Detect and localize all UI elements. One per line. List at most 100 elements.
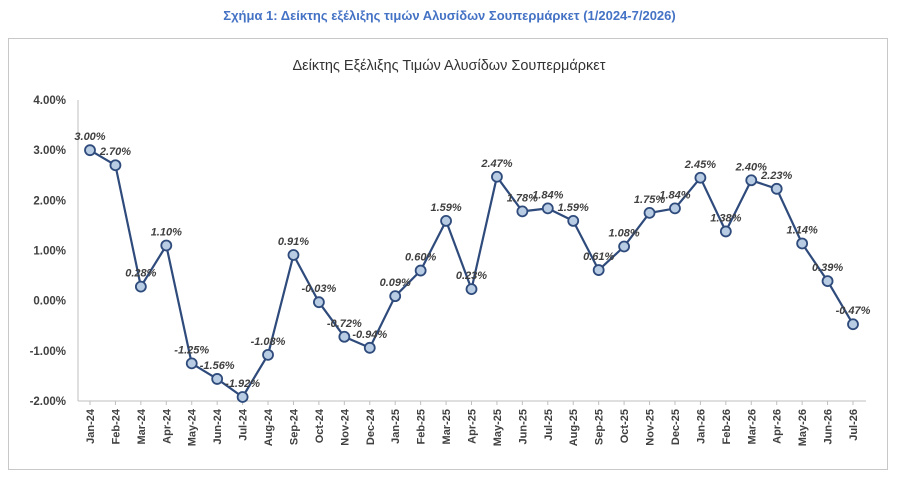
data-point [465,283,478,296]
data-label: -1.25% [174,344,209,356]
data-point [338,330,351,343]
data-label: 1.14% [787,224,818,236]
x-tick-label: Aug-24 [263,408,275,446]
x-tick-label: Jun-25 [517,409,529,444]
data-label: 1.08% [608,227,639,239]
x-tick-label: Apr-25 [467,409,479,444]
data-markers [84,144,859,403]
data-point [236,391,249,403]
data-label: -1.08% [251,336,286,348]
data-label: 0.60% [405,252,436,264]
x-tick-label: Jul-25 [543,409,555,441]
data-label: -0.47% [836,305,871,317]
x-tick-label: Oct-24 [314,408,326,443]
data-point [516,205,529,218]
data-point [491,170,503,183]
x-tick-label: Jun-24 [212,408,224,444]
y-tick-label: 3.00% [33,145,66,157]
data-point [389,290,402,303]
x-tick-label: Jun-26 [823,409,835,444]
data-point [719,225,732,238]
chart-frame [8,38,888,470]
data-point [414,264,427,277]
y-tick-label: -2.00% [30,396,66,408]
data-label: -1.56% [200,360,235,372]
data-point [134,280,147,293]
data-label: 2.23% [760,170,792,182]
data-point [262,348,274,361]
data-label: 0.91% [278,236,309,248]
x-tick-label: Feb-26 [721,409,733,444]
x-tick-label: Jan-26 [695,409,707,444]
y-tick-label: 4.00% [33,95,66,107]
x-tick-label: Jan-25 [390,409,402,444]
data-label: 2.47% [480,158,512,170]
data-label: 2.40% [735,161,767,173]
x-tick-label: Feb-25 [416,409,428,444]
data-point [541,202,554,215]
data-labels: 3.00% 2.70% 0.28% 1.10% -1.25% -1.56% -1.92% -1… [74,131,870,390]
x-tick-label: Nov-25 [645,409,657,446]
data-point [669,202,681,215]
x-tick-label: May-24 [187,408,199,446]
x-tick-label: Dec-25 [670,409,682,445]
data-point [363,341,376,354]
data-point [185,357,198,370]
data-point [211,373,224,385]
data-label: 0.23% [456,270,487,282]
data-label: 2.70% [99,146,131,158]
x-tick-label: Dec-24 [365,408,377,445]
data-label: 0.39% [812,262,843,274]
data-point [618,240,630,253]
data-point [745,174,758,187]
y-tick-label: 0.00% [33,296,66,308]
x-tick-label: Jul-26 [848,409,860,441]
x-tick-label: Apr-26 [772,409,784,444]
data-label: 0.09% [380,277,411,289]
figure-caption: Σχήμα 1: Δείκτης εξέλιξης τιμών Αλυσίδων… [223,8,676,23]
x-tick-label: Nov-24 [339,408,351,446]
x-tick-label: Apr-24 [161,408,173,444]
data-point [287,249,300,261]
data-label: 1.10% [151,226,182,238]
x-tick-label: May-26 [797,409,809,446]
data-point [84,144,96,157]
y-tick-label: -1.00% [30,346,66,358]
data-label: 1.84% [659,189,690,201]
data-label: -1.92% [225,378,260,390]
data-point [847,318,859,331]
x-tick-label: Mar-24 [136,408,148,444]
x-tick-label: Mar-26 [746,409,758,444]
data-point [796,237,809,250]
x-tick-labels: Jan-24 Feb-24 Mar-24 Apr-24 May-24 Jun-24 Jul-… [85,401,860,446]
data-label: 0.61% [583,251,614,263]
data-point [592,264,605,276]
x-tick-label: May-25 [492,409,504,446]
data-label: 1.59% [430,202,461,214]
chart-title: Δείκτης Εξέλιξης Τιμών Αλυσίδων Σουπερμά… [293,58,606,74]
data-label: 1.59% [558,202,589,214]
data-point [312,296,325,309]
x-tick-label: Sep-24 [288,408,300,445]
y-tick-labels: 4.00% 3.00% 2.00% 1.00% 0.00% -1.00% -2.00% [30,95,66,408]
y-tick-label: 1.00% [33,246,66,258]
data-label: 3.00% [74,131,105,143]
x-tick-label: Jul-24 [238,408,250,441]
data-label: -0.72% [327,318,362,330]
x-tick-label: Sep-25 [594,409,606,445]
data-point [821,275,834,288]
x-tick-label: Mar-25 [441,409,453,444]
data-point [694,171,707,184]
data-label: 1.75% [634,194,665,206]
x-tick-label: Jan-24 [85,408,97,444]
data-point [770,182,783,195]
data-label: -0.94% [352,329,387,341]
data-point [567,215,580,227]
data-label: -0.03% [301,283,336,295]
y-tick-label: 2.00% [33,195,66,207]
data-point [440,215,452,227]
data-point [109,159,122,172]
data-point [643,206,656,219]
data-label: 1.84% [532,189,563,201]
